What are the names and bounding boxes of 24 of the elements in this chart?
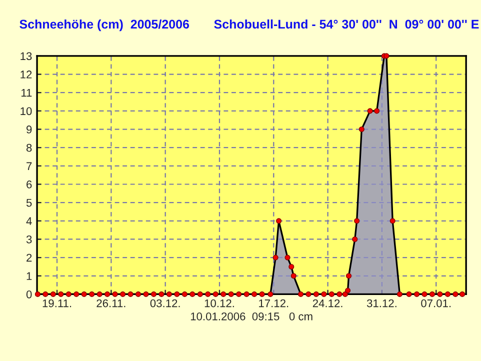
x-axis-title: 10.01.2006 09:15 0 cm [190,312,312,320]
x-tick-label: 03.12. [150,299,180,308]
y-tick-label: 10 [20,107,32,116]
y-tick-label: 2 [26,254,32,262]
y-tick-label: 0 [26,290,32,298]
x-tick-label: 26.11. [96,299,126,308]
y-tick-label: 11 [21,88,32,97]
y-tick-label: 9 [26,126,32,134]
y-tick-label: 6 [26,180,32,188]
x-tick-label: 31.12. [366,299,396,308]
x-tick-label: 10.12. [204,299,234,308]
y-tick-label: 5 [26,198,32,207]
y-tick-label: 13 [20,52,32,60]
y-tick-label: 4 [26,217,32,225]
x-tick-label: 19.11. [42,299,72,308]
x-tick-label: 07.01. [421,299,451,308]
chart-title: Schneehöhe (cm) 2005/2006 Schobuell-Lund - 54° 30' 00'' N 09° 00' 00'' E [20,19,479,32]
y-tick-label: 12 [20,70,32,78]
x-tick-label: 24.12. [312,299,342,308]
x-tick-label: 17.12. [259,299,288,308]
y-tick-label: 1 [26,272,32,280]
y-tick-label: 7 [26,162,32,170]
y-tick-label: 3 [26,236,32,244]
y-tick-label: 8 [26,144,32,152]
